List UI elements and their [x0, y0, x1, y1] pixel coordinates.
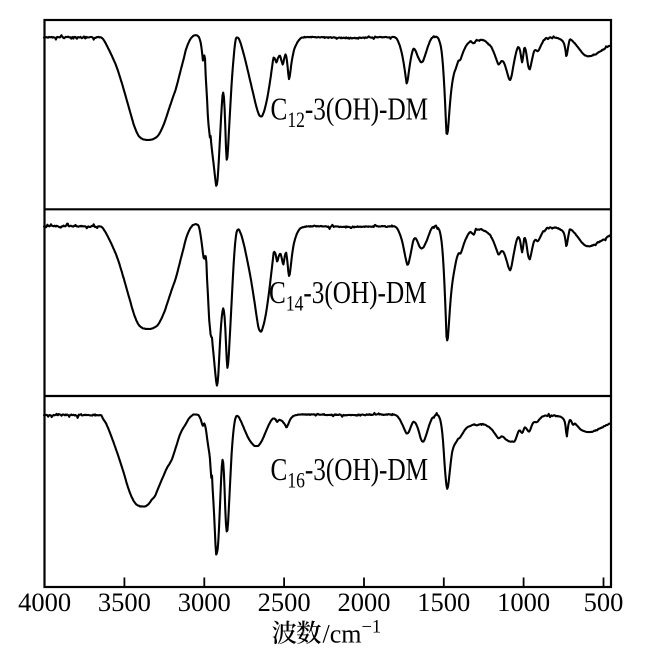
svg-text:1500: 1500 — [417, 587, 470, 617]
svg-text:3500: 3500 — [98, 587, 151, 617]
svg-text:2000: 2000 — [338, 587, 391, 617]
svg-text:3000: 3000 — [178, 587, 231, 617]
svg-text:1000: 1000 — [497, 587, 550, 617]
svg-text:2500: 2500 — [258, 587, 311, 617]
svg-text:4000: 4000 — [18, 587, 71, 617]
svg-text:C14-3(OH)-DM: C14-3(OH)-DM — [269, 276, 427, 316]
svg-text:500: 500 — [584, 587, 624, 617]
svg-text:C16-3(OH)-DM: C16-3(OH)-DM — [271, 453, 429, 493]
svg-text:C12-3(OH)-DM: C12-3(OH)-DM — [271, 93, 429, 133]
